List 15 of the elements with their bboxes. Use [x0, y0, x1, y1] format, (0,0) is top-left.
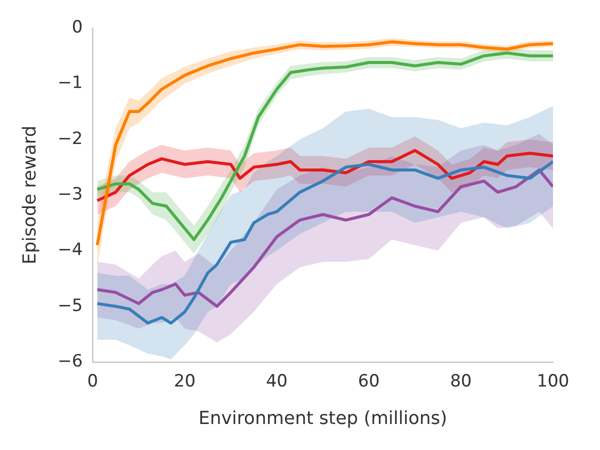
y-tick-label: −6: [58, 351, 83, 372]
y-axis-title: Episode reward: [19, 126, 40, 264]
x-axis-title: Environment step (millions): [198, 408, 448, 429]
y-tick-label: −3: [58, 184, 83, 204]
x-tick-label: 40: [266, 372, 288, 392]
y-tick-label: 0: [72, 17, 83, 38]
y-tick-label: −1: [58, 73, 83, 94]
y-tick-label: −2: [58, 128, 83, 149]
x-tick-label: 20: [174, 372, 196, 392]
y-tick-label: −5: [58, 296, 83, 316]
x-tick-label: 100: [536, 372, 570, 392]
x-tick-label: 60: [358, 372, 380, 392]
y-tick-label: −4: [58, 240, 83, 260]
x-tick-label: 0: [87, 372, 98, 392]
x-tick-label: 80: [450, 372, 472, 392]
